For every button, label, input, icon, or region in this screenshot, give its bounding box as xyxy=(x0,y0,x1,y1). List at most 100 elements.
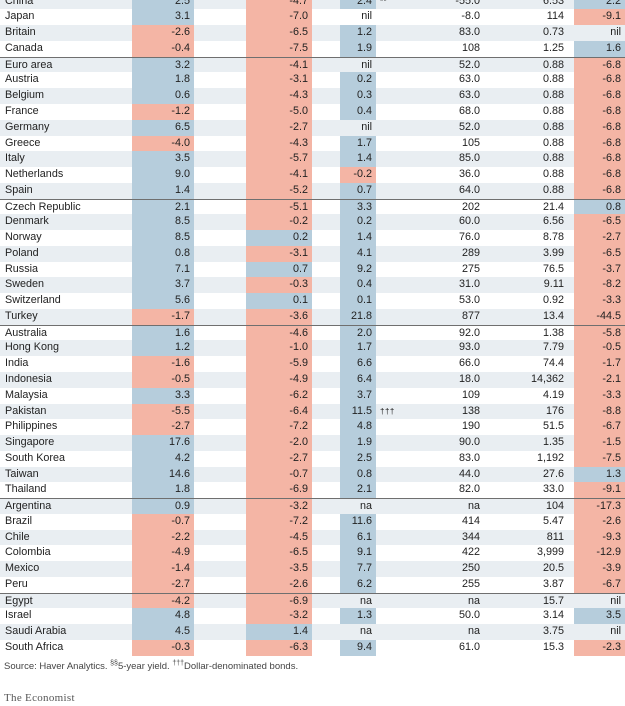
budget-balance-cell: -3.2 xyxy=(246,608,312,625)
table-row: Chile -2.2 -4.5 6.1 344 811 -9.3 xyxy=(0,529,625,546)
bond-spread-cell: 36.0 xyxy=(458,168,480,181)
bond-spread-cell: 85.0 xyxy=(458,152,480,165)
bond-yield-cell: 2.5 xyxy=(340,450,376,467)
bond-yield-cell: 21.8 xyxy=(340,308,376,325)
country-label: Italy xyxy=(5,152,25,165)
currency-rate-cell: 13.4 xyxy=(542,309,564,322)
budget-balance-cell: -3.5 xyxy=(246,561,312,577)
bond-yield-cell: 0.1 xyxy=(340,293,376,309)
currency-rate-cell: 33.0 xyxy=(542,483,564,496)
bond-yield-cell: 1.4 xyxy=(340,230,376,246)
bond-spread-cell: 53.0 xyxy=(458,294,480,307)
currency-change-cell: -1.5 xyxy=(574,435,625,451)
bond-spread-cell: 275 xyxy=(461,262,480,275)
current-account-cell: 0.6 xyxy=(132,88,194,104)
budget-balance-cell: -2.0 xyxy=(246,435,312,451)
country-label: Hong Kong xyxy=(5,341,60,354)
currency-rate-cell: 1.35 xyxy=(542,436,564,449)
current-account-cell: -1.2 xyxy=(132,103,194,120)
country-label: Malaysia xyxy=(5,388,48,401)
footnote-marker xyxy=(380,561,420,577)
budget-balance-cell: -5.7 xyxy=(246,151,312,168)
current-account-cell: -4.9 xyxy=(132,545,194,562)
currency-change-cell: 1.6 xyxy=(574,40,625,57)
footnote-marker xyxy=(380,499,420,514)
current-account-cell: -5.5 xyxy=(132,403,194,420)
bond-yield-cell: 9.4 xyxy=(340,640,376,656)
footnote-marker xyxy=(380,200,420,215)
footnote-marker xyxy=(380,467,420,483)
bond-yield-cell: 1.4 xyxy=(340,151,376,168)
footnote-marker xyxy=(380,262,420,278)
footnote-marker xyxy=(380,151,420,167)
bond-yield-cell: nil xyxy=(361,58,372,71)
bond-yield-cell: 1.9 xyxy=(340,40,376,57)
bond-yield-cell: 4.1 xyxy=(340,245,376,262)
bond-spread-cell: -55.0 xyxy=(455,0,480,7)
bond-yield-cell: 2.1 xyxy=(340,482,376,499)
bond-spread-cell: na xyxy=(467,594,480,607)
currency-rate-cell: 7.79 xyxy=(542,341,564,354)
table-row: South Korea 4.2 -2.7 2.5 83.0 1,192 -7.5 xyxy=(0,450,625,467)
source-prefix: Source: Haver Analytics. xyxy=(4,661,111,673)
bond-yield-cell: 2.0 xyxy=(340,325,376,341)
currency-rate-cell: 0.88 xyxy=(542,168,564,181)
current-account-cell: 8.5 xyxy=(132,230,194,246)
bond-yield-cell: 1.9 xyxy=(340,435,376,451)
bond-spread-cell: -8.0 xyxy=(461,10,480,23)
bond-yield-cell: 0.2 xyxy=(340,214,376,231)
currency-rate-cell: 811 xyxy=(546,530,564,543)
table-row: Norway 8.5 0.2 1.4 76.0 8.78 -2.7 xyxy=(0,230,625,246)
bond-yield-cell: 6.1 xyxy=(340,529,376,546)
bond-spread-cell: 82.0 xyxy=(458,483,480,496)
currency-change-cell: nil xyxy=(610,594,621,607)
table-row: Mexico -1.4 -3.5 7.7 250 20.5 -3.9 xyxy=(0,561,625,577)
table-row: Taiwan 14.6 -0.7 0.8 44.0 27.6 1.3 xyxy=(0,466,625,483)
table-row: Austria 1.8 -3.1 0.2 63.0 0.88 -6.8 xyxy=(0,72,625,89)
budget-balance-cell: -4.1 xyxy=(246,57,312,73)
budget-balance-cell: -5.1 xyxy=(246,199,312,215)
country-label: Philippines xyxy=(5,420,58,433)
table-row: Russia 7.1 0.7 9.2 275 76.5 -3.7 xyxy=(0,261,625,278)
table-row: Poland 0.8 -3.1 4.1 289 3.99 -6.5 xyxy=(0,245,625,262)
budget-balance-cell: 0.1 xyxy=(246,293,312,309)
currency-rate-cell: 0.88 xyxy=(542,58,564,71)
bond-yield-cell: 1.2 xyxy=(340,25,376,41)
table-row: Netherlands 9.0 -4.1 -0.2 36.0 0.88 -6.8 xyxy=(0,167,625,183)
currency-rate-cell: 114 xyxy=(546,10,564,23)
publisher-brand: The Economist xyxy=(4,692,75,704)
currency-rate-cell: 176 xyxy=(545,404,564,417)
budget-balance-cell: -5.2 xyxy=(246,182,312,199)
current-account-cell: 0.9 xyxy=(132,499,194,514)
bond-yield-cell: nil xyxy=(361,120,372,133)
currency-change-cell: -6.8 xyxy=(574,167,625,183)
footnote-marker xyxy=(380,340,420,356)
current-account-cell: -0.5 xyxy=(132,371,194,388)
budget-balance-cell: -4.5 xyxy=(246,529,312,546)
bond-spread-cell: 202 xyxy=(461,200,480,213)
currency-change-cell: -6.8 xyxy=(574,135,625,152)
bond-spread-cell: 877 xyxy=(461,309,480,322)
table-row: Australia 1.6 -4.6 2.0 92.0 1.38 -5.8 xyxy=(0,324,625,341)
currency-change-cell: -44.5 xyxy=(574,308,625,325)
currency-change-cell: -6.5 xyxy=(574,214,625,231)
bond-yield-cell: 2.4 xyxy=(340,0,376,10)
currency-rate-cell: 0.88 xyxy=(542,73,564,86)
bond-yield-cell: 3.3 xyxy=(340,199,376,215)
currency-change-cell: -9.3 xyxy=(574,529,625,546)
currency-rate-cell: 0.88 xyxy=(542,152,564,165)
footnote-mark-2: ††† xyxy=(172,660,185,667)
footnote-marker xyxy=(380,435,420,451)
country-label: Austria xyxy=(5,73,39,86)
footnote-marker xyxy=(380,640,420,656)
budget-balance-cell: -2.6 xyxy=(246,576,312,593)
bond-yield-cell: na xyxy=(359,594,372,607)
budget-balance-cell: -4.3 xyxy=(246,88,312,104)
table-row: Czech Republic 2.1 -5.1 3.3 202 21.4 0.8 xyxy=(0,198,625,215)
table-row: Britain -2.6 -6.5 1.2 83.0 0.73 nil xyxy=(0,25,625,41)
footnote-marker xyxy=(380,9,420,25)
budget-balance-cell: -7.2 xyxy=(246,419,312,436)
bond-yield-cell: 0.2 xyxy=(340,72,376,89)
country-label: France xyxy=(5,104,39,117)
currency-rate-cell: 104 xyxy=(545,500,564,513)
